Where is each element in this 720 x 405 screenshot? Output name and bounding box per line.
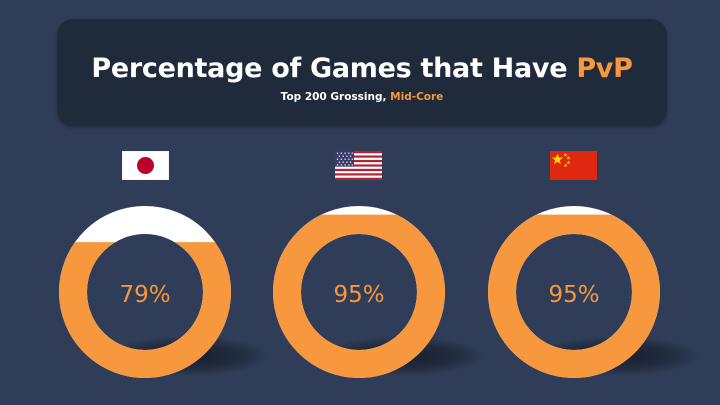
- china-flag-icon: [550, 151, 597, 180]
- donut-filled-ring: [488, 214, 660, 378]
- donut-filled-ring: [273, 214, 445, 378]
- donut-china: 95%: [488, 206, 660, 378]
- chart-subtitle-main: Top 200 Grossing,: [280, 91, 391, 103]
- donut-value-label: 95%: [548, 282, 599, 308]
- donut-value-label: 95%: [333, 282, 384, 308]
- chart-title-main: Percentage of Games that Have: [91, 53, 577, 84]
- donut-value-label: 79%: [119, 282, 170, 308]
- chart-subtitle: Top 200 Grossing, Mid-Core: [57, 91, 667, 103]
- title-panel: Percentage of Games that Have PvP Top 20…: [57, 19, 667, 126]
- donut-japan: 79%: [59, 206, 231, 378]
- donut-filled-ring: [59, 242, 231, 378]
- japan-flag-icon: [122, 151, 169, 180]
- chart-title-accent: PvP: [576, 53, 633, 84]
- chart-subtitle-accent: Mid-Core: [390, 91, 444, 103]
- usa-flag-icon: [335, 151, 382, 180]
- donut-united-states: 95%: [273, 206, 445, 378]
- chart-title: Percentage of Games that Have PvP: [57, 53, 667, 84]
